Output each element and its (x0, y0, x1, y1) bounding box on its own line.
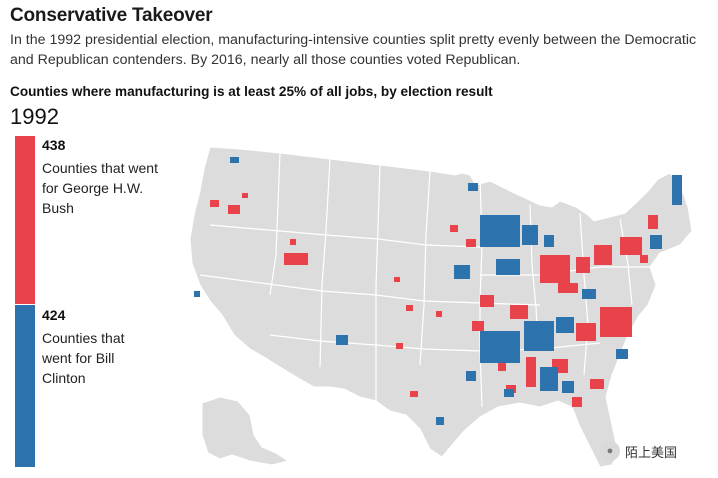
bush-county (290, 239, 296, 245)
bush-county (572, 397, 582, 407)
state-border (269, 152, 281, 296)
state-border (319, 158, 331, 368)
clinton-county (582, 289, 596, 299)
clinton-county (230, 157, 239, 163)
state-border (619, 218, 633, 306)
wechat-icon: ● (600, 441, 620, 461)
clinton-county (544, 235, 554, 247)
bush-county (648, 215, 658, 229)
bush-county (394, 277, 400, 282)
clinton-county (504, 389, 514, 397)
state-border (419, 170, 431, 366)
clinton-label-line: Counties that (42, 330, 125, 346)
clinton-label-line: went for Bill (42, 350, 115, 366)
year-label: 1992 (10, 104, 59, 129)
bush-county (498, 363, 506, 371)
clinton-county (524, 321, 554, 351)
clinton-county (540, 367, 558, 391)
bush-county (242, 193, 248, 198)
bush-county (406, 305, 413, 311)
clinton-legend-bar (15, 305, 35, 467)
bush-county (410, 391, 418, 397)
chart-label: Counties where manufacturing is at least… (10, 84, 493, 99)
clinton-county (436, 417, 444, 425)
state-border (579, 212, 589, 376)
clinton-county (480, 331, 520, 363)
bush-county (558, 283, 578, 293)
watermark-text: 陌上美国 (625, 444, 678, 460)
clinton-county (468, 183, 478, 191)
clinton-county (194, 291, 200, 297)
bush-county (510, 305, 528, 319)
bush-county (640, 255, 648, 263)
bush-count: 438 (42, 137, 66, 153)
clinton-county (650, 235, 662, 249)
clinton-count: 424 (42, 307, 66, 323)
state-border (375, 164, 381, 401)
bush-county (210, 200, 219, 207)
bush-label-line: Bush (42, 200, 74, 216)
clinton-county (522, 225, 538, 245)
bush-county (284, 253, 308, 265)
bush-county (576, 257, 590, 273)
clinton-county (480, 215, 520, 247)
clinton-county (556, 317, 574, 333)
bush-label-line: Counties that went (42, 160, 158, 176)
bush-legend-bar (15, 136, 35, 304)
county-markers (194, 157, 682, 425)
bush-county (526, 357, 536, 387)
clinton-county (454, 265, 470, 279)
bush-county (600, 307, 632, 337)
bush-county (450, 225, 458, 232)
bush-county (436, 311, 442, 317)
clinton-county (616, 349, 628, 359)
bush-county (540, 255, 570, 283)
alaska (201, 396, 290, 466)
clinton-label: Counties that went for Bill Clinton (42, 328, 182, 388)
clinton-county (336, 335, 348, 345)
bush-county (480, 295, 494, 307)
chart-subtitle: In the 1992 presidential election, manuf… (10, 32, 697, 68)
clinton-county (496, 259, 520, 275)
bush-county (466, 239, 476, 247)
bush-label: Counties that went for George H.W. Bush (42, 158, 182, 218)
us-county-map (189, 146, 693, 468)
clinton-county (562, 381, 574, 393)
bush-county (472, 321, 484, 331)
bush-county (576, 323, 596, 341)
clinton-county (466, 371, 476, 381)
chart-title: Conservative Takeover (10, 5, 213, 26)
bush-label-line: for George H.W. (42, 180, 144, 196)
bush-county (620, 237, 642, 255)
clinton-label-line: Clinton (42, 370, 86, 386)
bush-county (590, 379, 604, 389)
watermark: ● 陌上美国 (600, 441, 677, 461)
bush-county (396, 343, 403, 349)
clinton-county (672, 175, 682, 205)
bush-county (594, 245, 612, 265)
state-border (209, 224, 481, 248)
bush-county (228, 205, 240, 214)
